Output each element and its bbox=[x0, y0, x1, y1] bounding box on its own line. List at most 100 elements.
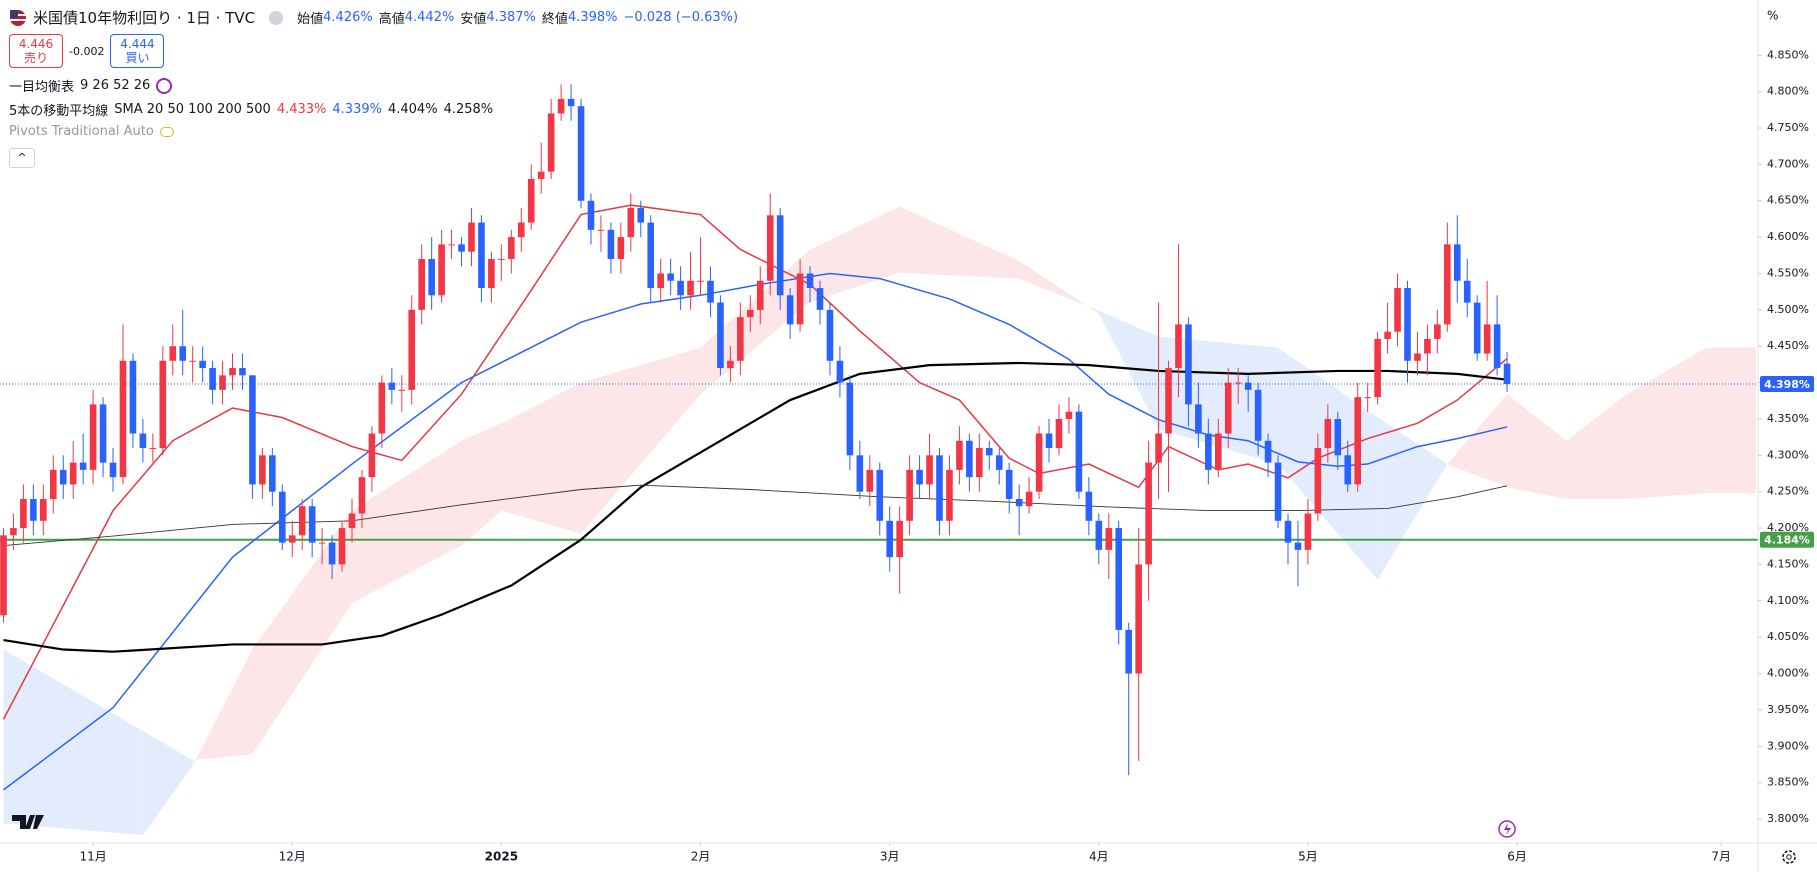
last-price-label-box bbox=[1760, 376, 1814, 393]
candle-body bbox=[1473, 302, 1481, 354]
ohlc-label: 終値 bbox=[541, 12, 568, 27]
candle-body bbox=[1384, 331, 1391, 339]
candle-body bbox=[1175, 324, 1182, 369]
candle-body bbox=[707, 280, 714, 303]
candle-body bbox=[368, 433, 376, 478]
candle-body bbox=[239, 368, 246, 376]
ichimoku-cloud bbox=[252, 510, 352, 755]
candle-body bbox=[119, 360, 127, 478]
candle-body bbox=[269, 455, 276, 492]
candle-body bbox=[1374, 338, 1381, 398]
candle-body bbox=[1244, 382, 1252, 390]
sell-price: 4.446 bbox=[18, 37, 54, 51]
replay-button[interactable] bbox=[1498, 820, 1516, 838]
change: −0.028 (−0.63%) bbox=[623, 10, 739, 25]
candle-body bbox=[836, 360, 844, 383]
candle-body bbox=[1284, 520, 1292, 543]
candle-body bbox=[398, 389, 406, 391]
candle-body bbox=[1005, 469, 1013, 499]
candle-body bbox=[876, 469, 884, 521]
moving-average bbox=[3, 484, 1508, 546]
candle-body bbox=[69, 462, 77, 485]
ohlc-value: 4.398% bbox=[567, 10, 618, 25]
moving-average bbox=[3, 361, 1508, 653]
indicator-row[interactable]: 5本の移動平均線 SMA 20 50 100 200 500 4.433% 4.3… bbox=[9, 100, 493, 119]
candle-body bbox=[1444, 244, 1451, 325]
candle-body bbox=[956, 440, 963, 470]
candle-body bbox=[458, 244, 465, 252]
candle-body bbox=[1234, 382, 1242, 384]
candle-body bbox=[657, 273, 664, 289]
candle-body bbox=[308, 506, 316, 543]
candle-body bbox=[448, 244, 455, 246]
candle-body bbox=[30, 498, 37, 521]
trade-row: 4.446 売り -0.002 4.444 買い bbox=[9, 34, 165, 68]
sell-button[interactable]: 4.446 売り bbox=[9, 34, 63, 68]
candle-body bbox=[199, 360, 206, 369]
candle-body bbox=[1185, 324, 1192, 405]
candle-body bbox=[1165, 368, 1172, 434]
indicator-row[interactable]: Pivots Traditional Auto bbox=[9, 124, 174, 139]
ichimoku-cloud bbox=[899, 206, 1020, 279]
ohlc-label: 始値 bbox=[297, 12, 324, 27]
ohlc-value: 4.387% bbox=[486, 10, 536, 25]
candle-body bbox=[946, 469, 953, 521]
candle-body bbox=[1095, 520, 1103, 550]
ohlc-value: 4.426% bbox=[323, 10, 373, 25]
candle-body bbox=[1274, 462, 1282, 521]
y-tick-label: 4.050% bbox=[1767, 630, 1809, 643]
candle-body bbox=[896, 520, 903, 558]
candle-body bbox=[637, 208, 645, 223]
indicator-row[interactable]: 一目均衡表 9 26 52 26 bbox=[9, 76, 173, 95]
candle-body bbox=[687, 280, 694, 296]
candle-body bbox=[1195, 404, 1202, 434]
y-tick-label: 4.850% bbox=[1767, 48, 1809, 61]
hidden-icon bbox=[159, 126, 174, 137]
ichimoku-cloud bbox=[1566, 394, 1627, 499]
ichimoku-cloud bbox=[461, 423, 502, 546]
y-tick-label: 4.150% bbox=[1767, 557, 1809, 570]
last-price-label: 4.398% bbox=[1764, 378, 1810, 391]
candle-body bbox=[1493, 324, 1501, 369]
candle-body bbox=[1105, 528, 1113, 550]
candle-body bbox=[1424, 338, 1431, 354]
y-tick-label: 4.550% bbox=[1767, 266, 1809, 279]
candle-body bbox=[328, 542, 336, 565]
ichimoku-cloud bbox=[1098, 310, 1159, 430]
x-tick-label: 5月 bbox=[1298, 850, 1318, 864]
candle-body bbox=[1224, 382, 1232, 434]
candle-body bbox=[1125, 629, 1132, 674]
ichimoku-cloud bbox=[1278, 347, 1378, 580]
buy-button[interactable]: 4.444 買い bbox=[110, 34, 165, 68]
candle-body bbox=[1055, 418, 1063, 449]
ohlc-value: 4.442% bbox=[404, 10, 455, 25]
axis-unit: % bbox=[1767, 9, 1778, 23]
candle-body bbox=[866, 469, 874, 492]
level-price-label-box bbox=[1760, 531, 1814, 548]
candle-body bbox=[1334, 418, 1342, 456]
candle-body bbox=[338, 528, 346, 565]
y-tick-label: 4.300% bbox=[1767, 448, 1809, 461]
collapse-button[interactable]: ^ bbox=[9, 148, 35, 168]
candle-body bbox=[1344, 455, 1352, 485]
candle-body bbox=[1045, 433, 1053, 449]
ichimoku-cloud bbox=[501, 382, 582, 534]
indicator-params: SMA 20 50 100 200 500 bbox=[114, 102, 271, 117]
candle-body bbox=[1155, 433, 1162, 463]
candle-body bbox=[816, 288, 824, 310]
candle-body bbox=[766, 215, 774, 281]
header-row: 米国債10年物利回り · 1日 · TVC 始値 4.426% 高値 4.442% … bbox=[9, 7, 738, 28]
ohlc-label: 高値 bbox=[378, 12, 405, 27]
candle-body bbox=[388, 382, 396, 390]
candle-body bbox=[756, 280, 764, 310]
settings-button[interactable] bbox=[1782, 850, 1796, 864]
candle-body bbox=[49, 469, 57, 499]
y-tick-label: 4.700% bbox=[1767, 157, 1809, 170]
candle-body bbox=[1434, 324, 1441, 339]
y-tick-label: 4.000% bbox=[1767, 667, 1809, 680]
symbol[interactable]: 米国債10年物利回り · 1日 · TVC bbox=[33, 9, 256, 27]
ma-value: 4.433% bbox=[276, 102, 327, 117]
candle-body bbox=[1294, 542, 1302, 550]
